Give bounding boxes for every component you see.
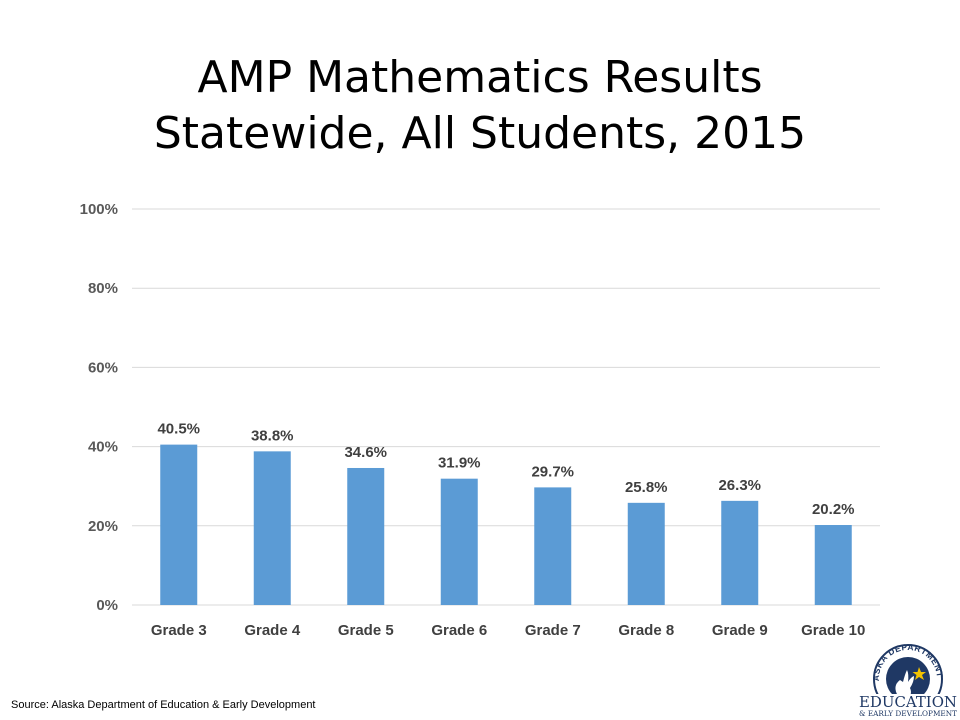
x-category-label: Grade 6 bbox=[431, 622, 487, 639]
y-axis-tick-labels: 0% 20% 40% 60% 80% 100% bbox=[80, 201, 118, 614]
bars bbox=[160, 444, 852, 605]
x-category-label: Grade 4 bbox=[244, 622, 301, 639]
y-tick-label: 60% bbox=[88, 359, 118, 376]
y-tick-label: 40% bbox=[88, 439, 118, 456]
data-label: 34.6% bbox=[344, 444, 387, 461]
y-tick-label: 80% bbox=[88, 280, 118, 297]
bar bbox=[440, 478, 478, 605]
logo-text-education: EDUCATION bbox=[859, 693, 957, 711]
bar bbox=[253, 451, 291, 605]
x-category-label: Grade 9 bbox=[712, 622, 768, 639]
star-icon bbox=[912, 667, 926, 680]
chart-title: AMP Mathematics Results Statewide, All S… bbox=[0, 50, 960, 162]
y-tick-label: 100% bbox=[80, 201, 118, 218]
data-label: 26.3% bbox=[718, 477, 761, 494]
x-category-label: Grade 7 bbox=[525, 622, 581, 639]
bar bbox=[814, 525, 852, 605]
bar bbox=[160, 444, 198, 605]
data-label: 29.7% bbox=[531, 463, 574, 480]
x-category-label: Grade 8 bbox=[618, 622, 674, 639]
x-category-label: Grade 5 bbox=[338, 622, 394, 639]
chart-title-line-2: Statewide, All Students, 2015 bbox=[153, 108, 807, 159]
data-label: 31.9% bbox=[438, 455, 481, 472]
source-note: Source: Alaska Department of Education &… bbox=[11, 699, 316, 711]
x-category-label: Grade 3 bbox=[151, 622, 207, 639]
bar-chart: 0% 20% 40% 60% 80% 100% 40.5% 38.8% 34.6% 31.9% 2… bbox=[80, 201, 880, 639]
x-axis-category-labels: Grade 3 Grade 4 Grade 5 Grade 6 Grade 7 Grade… bbox=[151, 622, 866, 639]
logo-text-early-development: & EARLY DEVELOPMENT bbox=[859, 709, 957, 718]
data-label: 38.8% bbox=[251, 427, 294, 444]
bar bbox=[347, 467, 385, 605]
data-label: 20.2% bbox=[812, 501, 855, 518]
education-department-logo: ALASKA DEPARTMENT OF EDUCATION & EARLY D… bbox=[858, 644, 958, 718]
y-tick-label: 20% bbox=[88, 518, 118, 535]
bar bbox=[534, 487, 572, 605]
hand-icon bbox=[895, 670, 914, 696]
gridlines bbox=[132, 208, 880, 606]
chart-title-line-1: AMP Mathematics Results bbox=[197, 52, 763, 103]
y-tick-label: 0% bbox=[96, 597, 118, 614]
data-label: 25.8% bbox=[625, 479, 668, 496]
data-label: 40.5% bbox=[157, 421, 200, 438]
bar bbox=[721, 500, 759, 605]
x-category-label: Grade 10 bbox=[801, 622, 865, 639]
data-labels: 40.5% 38.8% 34.6% 31.9% 29.7% 25.8% 26.3% 20.2% bbox=[157, 421, 854, 518]
bar bbox=[627, 502, 665, 605]
